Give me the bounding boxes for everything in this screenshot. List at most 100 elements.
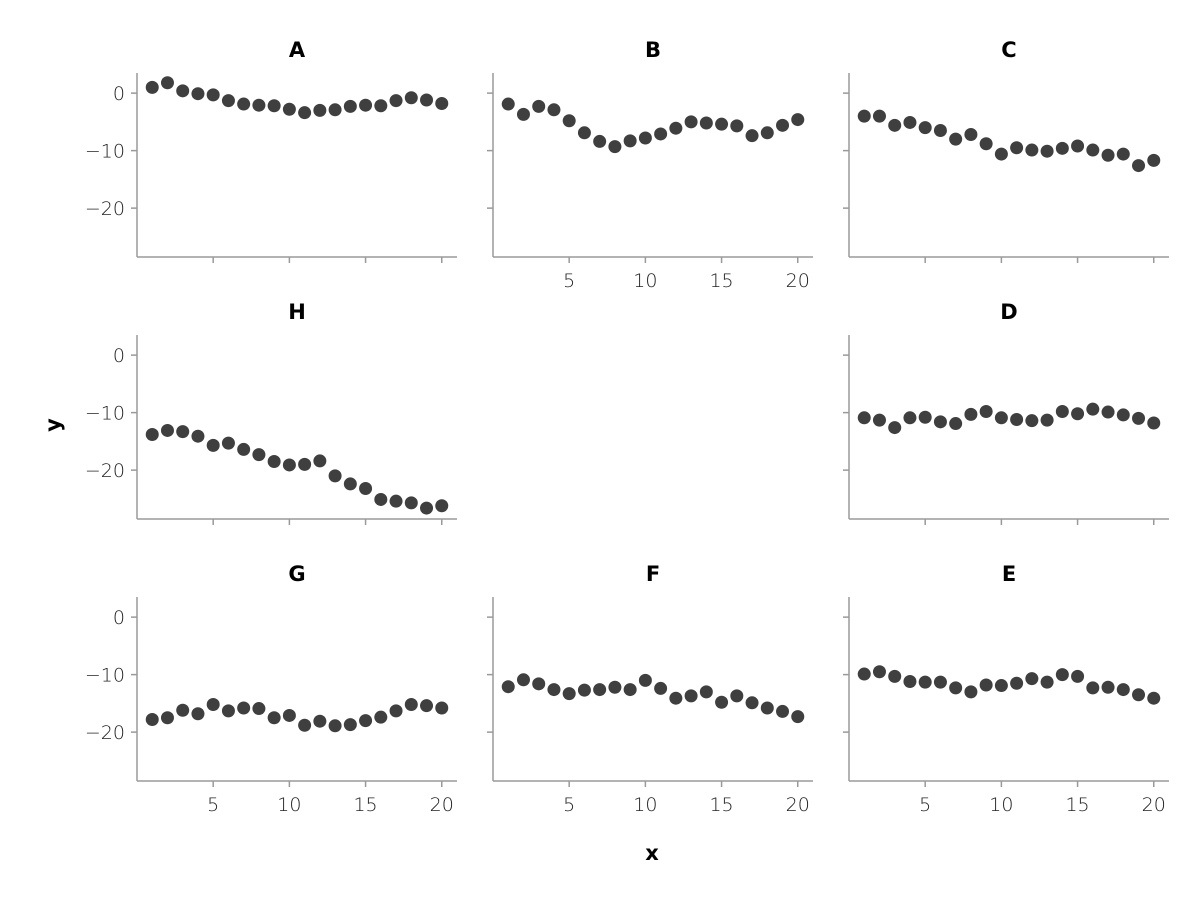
data-point [160,423,174,437]
data-point [1101,148,1115,162]
data-point [343,99,357,113]
data-point [191,707,205,721]
data-point [979,137,993,151]
data-point [715,117,729,131]
data-point [949,681,963,695]
data-point [745,696,759,710]
data-point [979,678,993,692]
data-point [1101,405,1115,419]
data-point [994,411,1008,425]
data-point [1010,141,1024,155]
panel-a: A 0 −10 −20 [85,38,457,263]
data-point [760,701,774,715]
panel-e: E 5 10 15 20 [843,562,1169,816]
data-point [888,421,902,435]
data-point [328,719,342,733]
data-point [389,494,403,508]
data-point [872,665,886,679]
data-point [1147,691,1161,705]
data-point [964,407,978,421]
data-point [501,680,515,694]
x-tick-label: 5 [563,270,575,292]
data-point [699,685,713,699]
data-point [252,98,266,112]
x-tick-label: 5 [919,794,931,816]
y-tick-label: −20 [85,460,125,482]
data-point [1025,672,1039,686]
data-point [903,115,917,129]
data-point [1116,408,1130,422]
data-point [160,76,174,90]
data-point [1025,143,1039,157]
data-point [374,710,388,724]
y-tick-label: −10 [85,141,125,163]
data-point [933,415,947,429]
data-point [776,704,790,718]
panel-d: D [843,300,1169,525]
panel-title: D [1000,300,1017,324]
data-point [176,703,190,717]
data-point [237,442,251,456]
data-point [206,698,220,712]
data-point [328,103,342,117]
data-point [888,669,902,683]
data-point [654,127,668,141]
panel-title: F [646,562,660,586]
panel-title: A [289,38,306,62]
data-point [404,496,418,510]
data-point [593,683,607,697]
data-point [282,458,296,472]
data-point [145,712,159,726]
data-point [298,106,312,120]
data-point [933,124,947,137]
data-point [252,448,266,462]
data-point [420,93,434,107]
data-point [577,683,591,697]
data-point [1025,414,1039,428]
panel-b: B 5 10 15 20 [487,38,813,292]
data-point [501,97,515,111]
panel-g: G 0 −10 −20 5 10 15 20 [85,562,457,816]
data-point [638,673,652,687]
data-point [389,704,403,718]
data-point [964,685,978,699]
data-point [791,113,805,127]
data-point [1132,159,1146,173]
data-point [1132,688,1146,702]
y-tick-label: −20 [85,722,125,744]
x-tick-label: 5 [563,794,575,816]
data-point [389,94,403,108]
x-tick-label: 15 [709,794,733,816]
data-point [374,492,388,506]
data-point [791,710,805,724]
x-tick-label: 20 [430,794,454,816]
data-point [857,667,871,681]
data-point [1071,139,1085,153]
y-tick-label: 0 [113,345,125,367]
panel-title: H [288,300,306,324]
data-point [404,91,418,105]
data-point [562,114,576,128]
data-point [420,501,434,515]
data-point [313,454,327,468]
data-point [994,147,1008,161]
data-point [918,121,932,135]
data-point [1147,416,1161,430]
data-point [516,673,530,687]
data-point [638,131,652,145]
data-point [562,687,576,701]
x-tick-label: 15 [353,794,377,816]
panel-grid: A 0 −10 −20 B 5 10 15 20 C H 0 −10 −20 D G 0 −10 −20 5 10 15 2… [85,38,1169,816]
data-point [964,128,978,142]
data-point [1040,413,1054,427]
data-point [359,482,373,496]
data-point [343,477,357,491]
data-point [872,109,886,123]
data-point [1116,683,1130,697]
y-axis-title: y [41,418,65,432]
data-point [1116,147,1130,161]
data-point [206,88,220,102]
data-point [684,689,698,703]
data-point [1101,680,1115,694]
